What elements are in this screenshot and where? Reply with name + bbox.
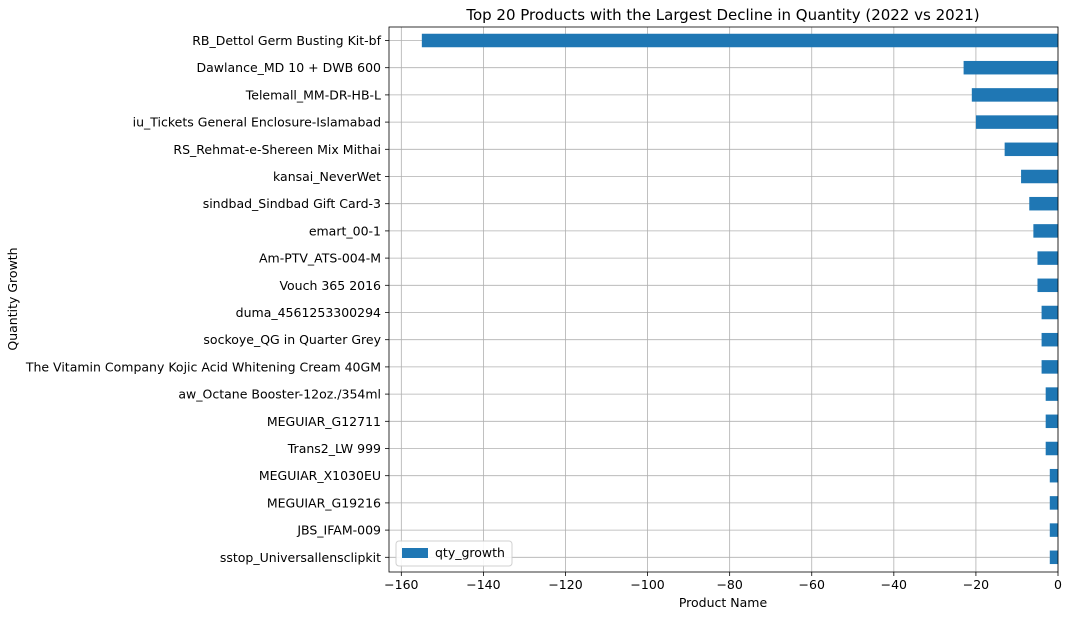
bar: [963, 60, 1058, 75]
bar: [1045, 414, 1058, 429]
legend-box: [395, 540, 513, 567]
bar: [975, 115, 1058, 129]
bar: [1041, 305, 1058, 320]
y-tick-label: aw_Octane Booster-12oz./354ml: [178, 387, 381, 402]
y-tick-label: sindbad_Sindbad Gift Card-3: [203, 196, 381, 211]
legend-label: qty_growth: [435, 545, 505, 560]
y-tick-label: sstop_Universallensclipkit: [220, 550, 381, 565]
x-tick-label: 0: [1054, 577, 1062, 592]
bar: [1049, 468, 1058, 483]
chart-title: Top 20 Products with the Largest Decline…: [465, 6, 979, 24]
x-axis-label: Product Name: [679, 595, 768, 610]
y-tick-label: Am-PTV_ATS-004-M: [259, 251, 381, 266]
y-tick-label: JBS_IFAM-009: [296, 523, 381, 538]
y-tick-label: duma_4561253300294: [236, 305, 381, 320]
y-tick-label: Telemall_MM-DR-HB-L: [245, 87, 381, 102]
x-tick-label: −160: [384, 577, 418, 592]
bar: [1037, 251, 1058, 265]
y-axis-label: Quantity Growth: [5, 247, 20, 350]
ticks-layer: −160 −140 −120 −100 −80 −60 −40 −20 0 RB_Dettol G…: [25, 33, 1062, 592]
bar: [1049, 550, 1058, 565]
y-tick-label: iu_Tickets General Enclosure-Islamabad: [133, 115, 381, 130]
bar: [1021, 169, 1058, 184]
bar: [1041, 332, 1058, 347]
y-tick-label: MEGUIAR_G12711: [267, 414, 381, 429]
x-tick-label: −20: [963, 577, 989, 592]
y-tick-label: Vouch 365 2016: [279, 278, 381, 293]
y-tick-label: MEGUIAR_X1030EU: [259, 468, 381, 483]
y-tick-label: RB_Dettol Germ Busting Kit-bf: [192, 33, 381, 48]
y-tick-label: sockoye_QG in Quarter Grey: [203, 332, 381, 347]
bar: [1029, 196, 1058, 211]
bar: [1049, 523, 1058, 537]
x-tick-label: −140: [466, 577, 500, 592]
y-tick-label: RS_Rehmat-e-Shereen Mix Mithai: [173, 142, 381, 157]
bar: [1045, 387, 1058, 401]
y-tick-label: kansai_NeverWet: [273, 169, 381, 184]
bars-layer: [421, 33, 1058, 565]
legend-swatch: [402, 548, 428, 558]
x-tick-label: −60: [799, 577, 825, 592]
x-tick-label: −100: [630, 577, 664, 592]
plot-frame: [388, 26, 1059, 573]
y-tick-label: emart_00-1: [309, 223, 381, 238]
bar: [1045, 441, 1058, 456]
y-tick-label: Trans2_LW 999: [287, 441, 381, 456]
y-tick-label: MEGUIAR_G19216: [267, 495, 381, 510]
bar: [421, 33, 1058, 48]
bar: [1041, 360, 1058, 374]
legend: qty_growth: [395, 540, 513, 567]
y-tick-label: The Vitamin Company Kojic Acid Whitening…: [25, 359, 381, 374]
x-tick-label: −80: [716, 577, 742, 592]
x-tick-label: −120: [548, 577, 582, 592]
grid-layer: [389, 27, 1059, 572]
bar: [1004, 142, 1058, 157]
bar: [1049, 496, 1058, 510]
bar: [1033, 224, 1058, 238]
bar: [971, 88, 1058, 102]
x-tick-label: −40: [881, 577, 907, 592]
y-tick-label: Dawlance_MD 10 + DWB 600: [197, 60, 382, 75]
bar: [1037, 278, 1058, 293]
